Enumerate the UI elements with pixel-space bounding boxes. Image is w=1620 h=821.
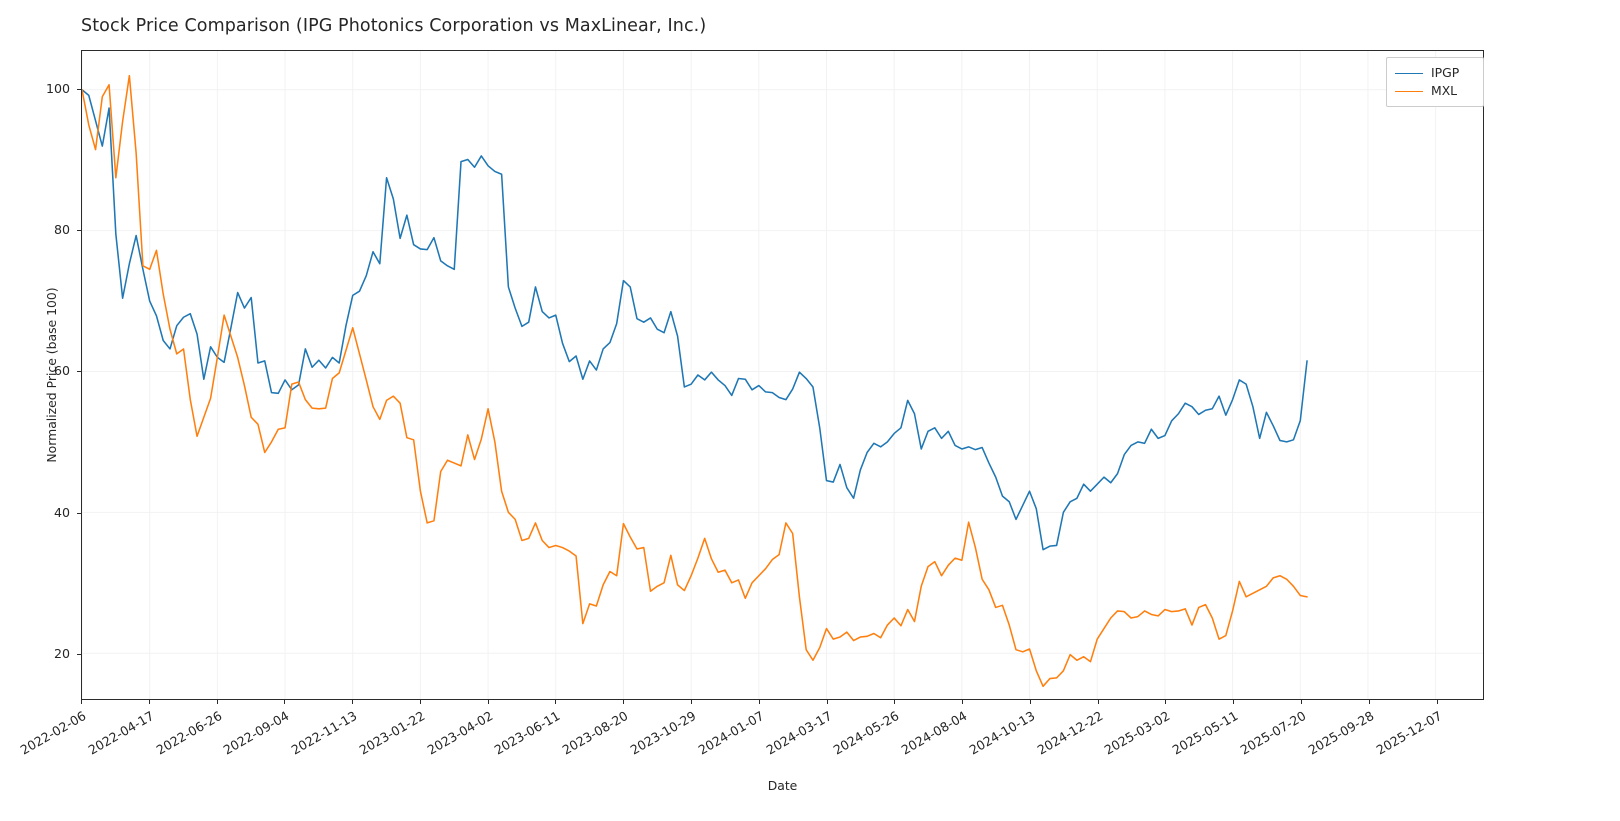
x-tick-mark: [758, 700, 760, 704]
x-tick-mark: [1436, 700, 1438, 704]
x-tick-mark: [1165, 700, 1167, 704]
y-tick-mark: [77, 654, 81, 656]
x-tick-mark: [1301, 700, 1302, 704]
chart-title: Stock Price Comparison (IPG Photonics Co…: [81, 16, 707, 36]
y-tick-mark: [77, 512, 81, 514]
y-tick-mark: [77, 371, 81, 373]
legend-item-ipgp[interactable]: IPGP: [1395, 64, 1475, 82]
grid-lines: [82, 51, 1483, 699]
x-tick-mark: [419, 700, 421, 704]
x-tick-mark: [623, 700, 625, 704]
legend-color-swatch: [1395, 90, 1423, 92]
series-lines: [82, 74, 1308, 688]
x-axis-label: Date: [767, 778, 798, 793]
legend-box: IPGP MXL: [1386, 57, 1484, 107]
x-tick-mark: [691, 700, 692, 704]
x-tick-mark: [1097, 700, 1099, 704]
plot-area: [81, 50, 1484, 700]
series-line-ipgp: [82, 88, 1308, 551]
x-tick-mark: [1233, 700, 1235, 704]
y-tick-mark: [77, 88, 81, 90]
x-tick-mark: [1368, 700, 1370, 704]
x-tick-mark: [284, 700, 286, 704]
x-tick-mark: [148, 700, 150, 704]
x-tick-mark: [826, 700, 828, 704]
y-tick-label: 40: [53, 504, 70, 520]
y-tick-label: 20: [53, 646, 70, 662]
x-tick-mark: [1029, 700, 1031, 704]
legend-label: MXL: [1431, 83, 1458, 98]
x-tick-mark: [352, 700, 354, 704]
y-tick-label: 100: [45, 80, 70, 96]
legend-color-swatch: [1395, 72, 1423, 74]
x-tick-mark: [216, 700, 218, 704]
y-axis-label: Normalized Price (base 100): [44, 287, 59, 463]
y-tick-label: 80: [53, 222, 70, 238]
series-line-mxl: [82, 74, 1308, 688]
x-tick-mark: [894, 700, 896, 704]
x-tick-mark: [962, 700, 964, 704]
y-tick-label: 60: [53, 363, 70, 379]
x-tick-mark: [555, 700, 557, 704]
legend-item-mxl[interactable]: MXL: [1395, 82, 1475, 100]
y-tick-mark: [77, 230, 81, 232]
legend-label: IPGP: [1431, 65, 1460, 80]
x-tick-mark: [81, 700, 82, 704]
x-tick-mark: [487, 700, 489, 704]
